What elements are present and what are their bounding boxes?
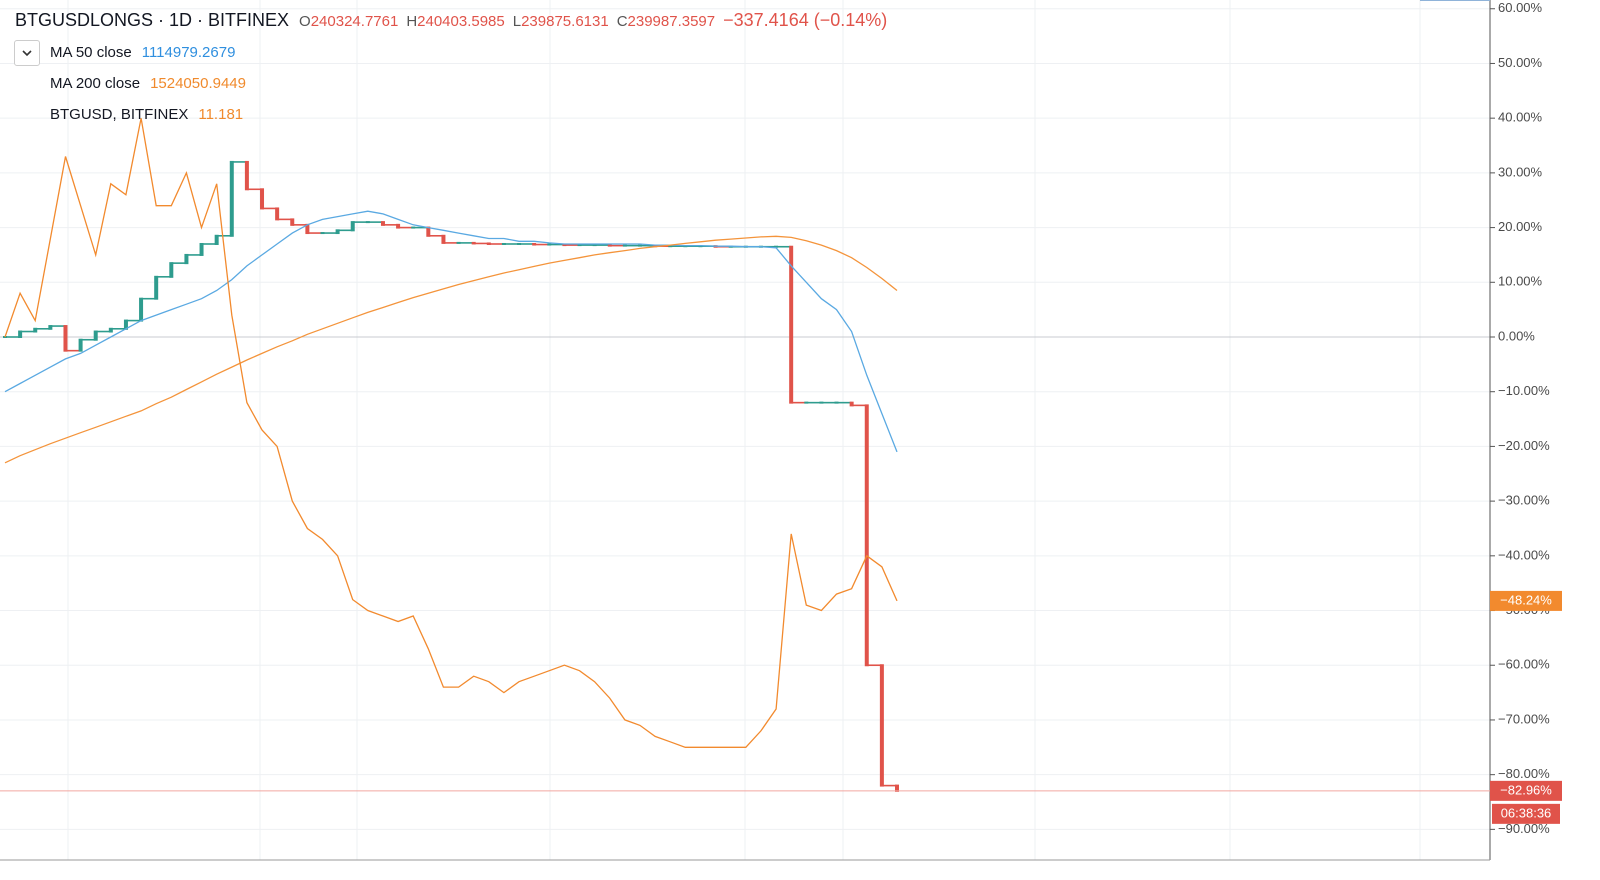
candle-body: [184, 253, 189, 265]
ohlc-value: 240324.7761: [310, 13, 399, 30]
y-tick-label: 0.00%: [1498, 328, 1535, 343]
legend-entry: BTGUSD, BITFINEX 11.181: [50, 106, 243, 123]
candle-body: [879, 664, 884, 787]
y-tick-label: −40.00%: [1498, 547, 1550, 562]
y-tick-label: 30.00%: [1498, 164, 1543, 179]
legend-value: 11.181: [198, 106, 244, 123]
candle-body: [123, 319, 128, 330]
y-tick-label: −60.00%: [1498, 657, 1550, 672]
candle-body: [63, 325, 68, 352]
legend-entry: MA 50 close 1114979.2679: [50, 44, 235, 61]
candle-body: [33, 327, 38, 333]
legend-value: 1524050.9449: [150, 75, 246, 92]
candle-body: [290, 218, 295, 226]
candle-body: [305, 223, 310, 235]
ohlc-value: 240403.5985: [417, 13, 505, 30]
legend-entry: MA 200 close 1524050.9449: [50, 75, 246, 92]
ohlc: O240324.7761 H240403.5985 L239875.6131 C239…: [299, 13, 723, 30]
candle-body: [214, 234, 219, 245]
y-tick-label: 40.00%: [1498, 110, 1543, 125]
candle-body: [229, 160, 234, 237]
y-tick-label: −80.00%: [1498, 766, 1550, 781]
candle-body: [199, 242, 204, 256]
y-tick-label: 60.00%: [1498, 0, 1543, 15]
price-tag: [1490, 780, 1562, 801]
candle-body: [396, 223, 401, 229]
candle-body: [895, 784, 899, 792]
y-tick-label: −20.00%: [1498, 438, 1550, 453]
candle-body: [139, 297, 144, 322]
candle-body: [789, 245, 794, 404]
candle-body: [350, 221, 355, 232]
candle-body: [335, 229, 340, 235]
price-tag: [1490, 590, 1562, 611]
candle-body: [93, 330, 98, 341]
ohlc-key: C: [616, 13, 628, 30]
candle-body: [18, 330, 23, 338]
price-tag-label: −82.96%: [1500, 782, 1552, 797]
legend-name: BTGUSD, BITFINEX: [50, 106, 189, 123]
collapse-button[interactable]: [14, 40, 40, 66]
price-tag-label: −48.24%: [1500, 592, 1552, 607]
header: BTGUSDLONGS · 1D · BITFINEX O240324.7761 H…: [15, 10, 895, 31]
candle-body: [275, 207, 280, 221]
series-line: [4, 118, 898, 748]
candle-body: [169, 262, 174, 278]
y-tick-label: 50.00%: [1498, 55, 1543, 70]
y-tick-label: 10.00%: [1498, 274, 1543, 289]
candle-body: [441, 234, 446, 244]
chevron-icon: [22, 50, 32, 57]
candle-body: [48, 325, 53, 330]
timer-label: 06:38:36: [1501, 805, 1552, 820]
legend-name: MA 50 close: [50, 44, 132, 61]
candle-body: [154, 275, 159, 300]
ohlc-value: 239987.3597: [627, 13, 716, 30]
candle-body: [260, 188, 265, 210]
y-tick-label: −70.00%: [1498, 711, 1550, 726]
change: −337.4164 (−0.14%): [723, 10, 888, 30]
ohlc-key: H: [406, 13, 418, 30]
series-layer: [3, 118, 899, 792]
ohlc-key: L: [512, 13, 522, 30]
legend-name: MA 200 close: [50, 75, 141, 92]
ohlc-key: O: [299, 13, 311, 30]
candle-body: [108, 327, 113, 333]
ohlc-value: 239875.6131: [521, 13, 609, 30]
candle-body: [426, 226, 431, 237]
y-tick-label: −90.00%: [1498, 821, 1550, 836]
timer-tag: [1492, 803, 1560, 824]
chart-title: BTGUSDLONGS · 1D · BITFINEX: [15, 10, 290, 30]
candle-body: [380, 221, 385, 226]
y-tick-label: −30.00%: [1498, 493, 1550, 508]
series-line: [4, 210, 898, 453]
candle-body: [849, 401, 854, 407]
y-tick-label: 20.00%: [1498, 219, 1543, 234]
candle-body: [244, 160, 249, 191]
candle-body: [864, 404, 869, 667]
y-tick-label: −10.00%: [1498, 383, 1550, 398]
candle-body: [78, 338, 83, 352]
series-line: [4, 235, 898, 464]
legend-value: 1114979.2679: [141, 44, 236, 61]
